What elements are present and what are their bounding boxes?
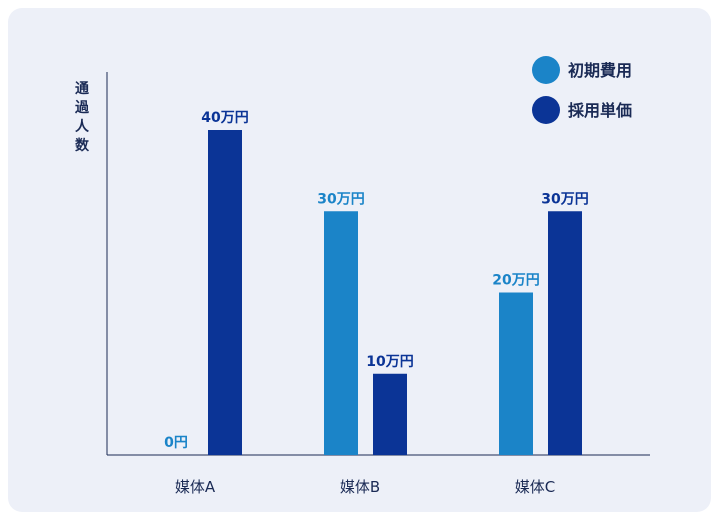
y-axis-label-char: 人 — [75, 119, 89, 135]
legend-marker — [532, 56, 560, 84]
category-label: 媒体B — [340, 478, 380, 496]
legend-label: 初期費用 — [568, 61, 632, 80]
y-axis-label-char: 通 — [75, 81, 89, 97]
data-label: 20万円 — [492, 273, 539, 289]
chart-card — [8, 8, 711, 512]
data-label: 0円 — [164, 435, 188, 451]
category-label: 媒体A — [175, 478, 216, 496]
legend-marker — [532, 96, 560, 124]
data-label: 10万円 — [366, 354, 413, 370]
data-label: 40万円 — [201, 110, 248, 126]
data-label: 30万円 — [541, 191, 588, 207]
y-axis-label: 通 過 人 数 — [70, 80, 94, 156]
data-label: 30万円 — [317, 191, 364, 207]
y-axis-label-char: 数 — [75, 138, 89, 154]
category-label: 媒体C — [515, 478, 555, 496]
legend-label: 採用単価 — [568, 101, 632, 120]
bar-unit — [208, 130, 242, 455]
bar-initial — [499, 292, 533, 455]
y-axis-label-char: 過 — [75, 100, 89, 116]
bar-unit — [373, 373, 407, 455]
bar-initial — [324, 211, 358, 455]
bar-unit — [548, 211, 582, 455]
